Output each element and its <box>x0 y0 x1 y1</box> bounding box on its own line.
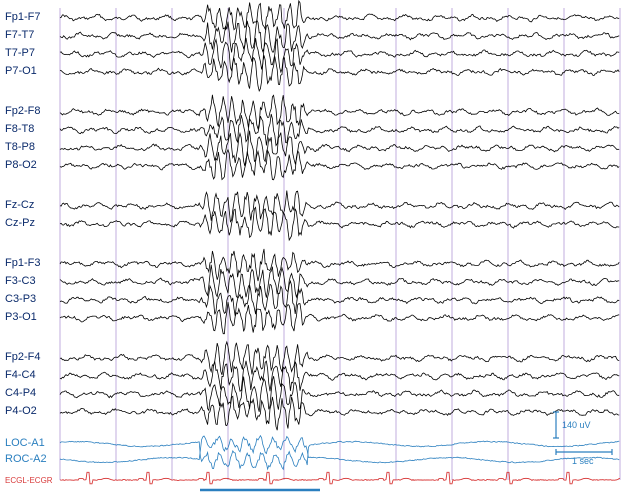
channel-label: Fp1-F7 <box>5 12 40 23</box>
amplitude-scale-label: 140 uV <box>562 420 591 431</box>
channel-label: P7-O1 <box>5 66 37 77</box>
channel-label: T8-P8 <box>5 142 35 153</box>
channel-label: P8-O2 <box>5 160 37 171</box>
channel-label: C3-P3 <box>5 294 36 305</box>
channel-label: F7-T7 <box>5 30 34 41</box>
time-scale-label: 1 sec <box>572 456 594 467</box>
channel-label: Fp1-F3 <box>5 258 40 269</box>
channel-label: P4-O2 <box>5 406 37 417</box>
channel-label: Fp2-F4 <box>5 352 40 363</box>
channel-label: ROC-A2 <box>5 454 47 465</box>
channel-label: F4-C4 <box>5 370 36 381</box>
channel-label: Fz-Cz <box>5 200 34 211</box>
channel-labels: Fp1-F7 F7-T7 T7-P7 P7-O1 Fp2-F8 F8-T8 T8-P8 P8-… <box>0 0 630 502</box>
channel-label: F3-C3 <box>5 276 36 287</box>
channel-label: Cz-Pz <box>5 218 35 229</box>
channel-label: Fp2-F8 <box>5 106 40 117</box>
channel-label: P3-O1 <box>5 312 37 323</box>
channel-label: LOC-A1 <box>5 438 45 449</box>
channel-label: F8-T8 <box>5 124 34 135</box>
ecg-label: ECGL-ECGR <box>5 475 53 486</box>
channel-label: T7-P7 <box>5 48 35 59</box>
channel-label: C4-P4 <box>5 388 36 399</box>
eeg-recording: Fp1-F7 F7-T7 T7-P7 P7-O1 Fp2-F8 F8-T8 T8-P8 P8-… <box>0 0 630 502</box>
